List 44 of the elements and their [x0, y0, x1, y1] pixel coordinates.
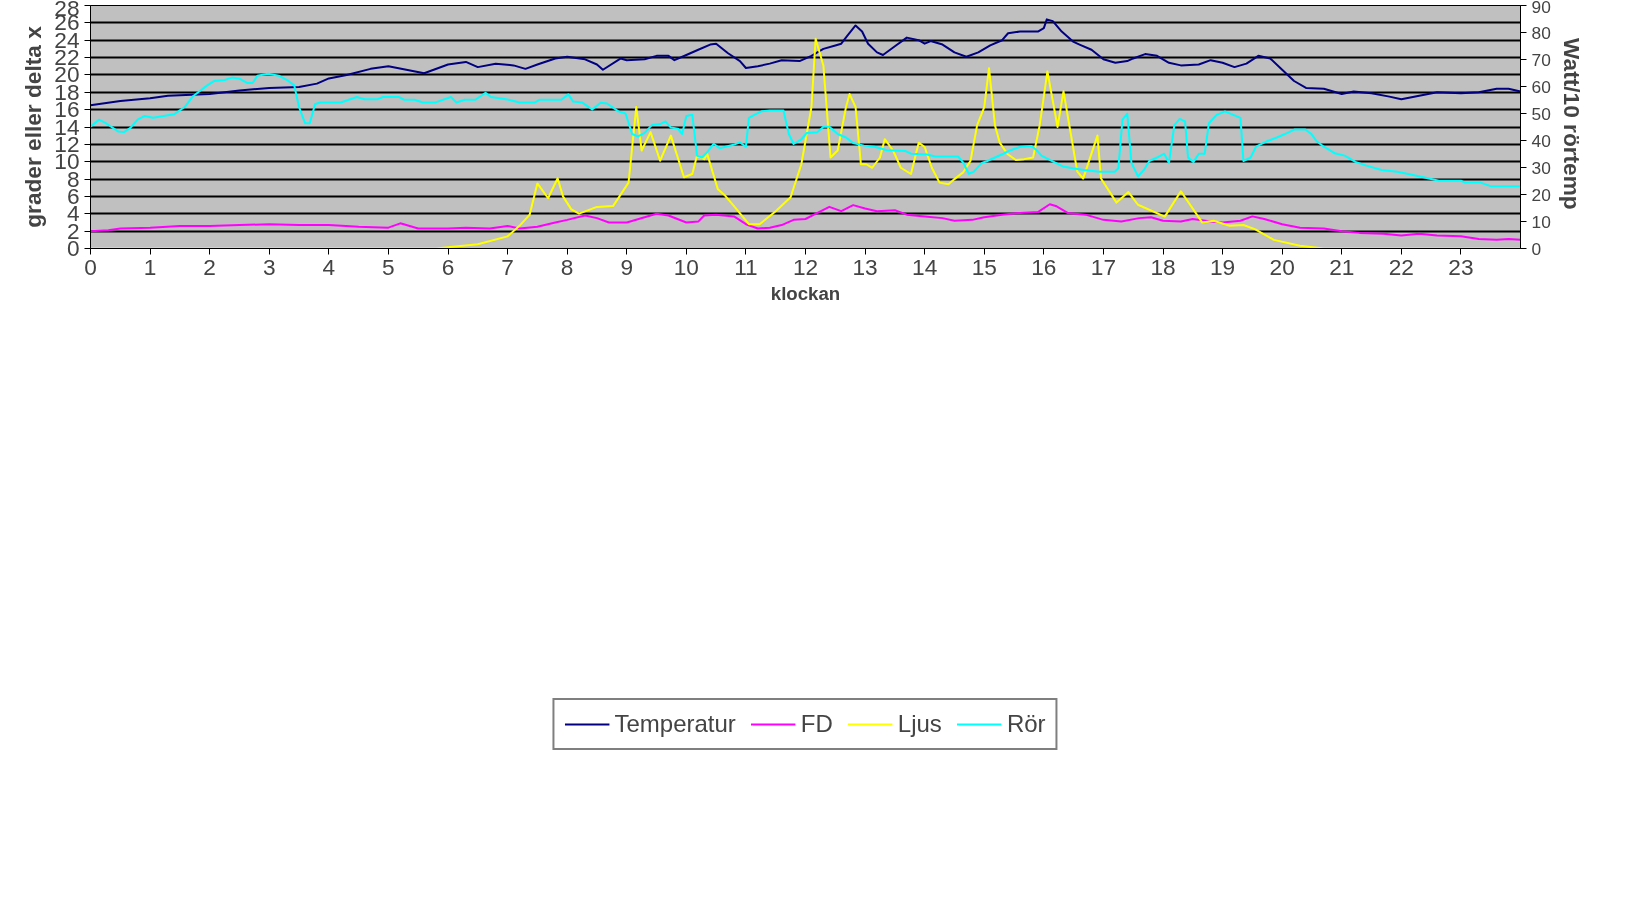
x-tick-label: 20 — [1269, 253, 1295, 280]
x-tick-label: 17 — [1090, 253, 1117, 280]
x-tick-label: 15 — [971, 253, 997, 280]
x-tick-label: 9 — [620, 253, 634, 280]
x-axis-title: klockan — [770, 282, 841, 304]
x-tick-label: 4 — [322, 253, 336, 280]
x-tick-label: 8 — [560, 253, 574, 280]
line-series — [90, 203, 1521, 241]
x-tick-label: 1 — [143, 253, 157, 280]
y2-tick-label: 90 — [1531, 0, 1551, 17]
x-tick-label: 10 — [673, 253, 699, 280]
x-tick-label: 13 — [852, 253, 878, 280]
x-tick-label: 3 — [262, 253, 276, 280]
y2-tick-label: 20 — [1531, 184, 1551, 205]
x-tick-label: 22 — [1388, 253, 1414, 280]
x-tick-label: 11 — [734, 253, 758, 280]
legend-label: Rör — [1006, 709, 1046, 738]
legend-label: FD — [800, 709, 833, 738]
y-axis-title: grader eller delta x — [20, 25, 47, 228]
x-tick-label: 5 — [382, 253, 395, 280]
y2-tick-label: 60 — [1531, 76, 1551, 97]
line-series — [90, 72, 1521, 188]
y2-tick-label: 70 — [1531, 49, 1551, 70]
y2-axis-title: Watt/10 rörtemp — [1558, 38, 1585, 210]
x-tick-label: 16 — [1031, 253, 1057, 280]
y2-tick-label: 10 — [1531, 211, 1551, 232]
x-tick-label: 19 — [1209, 253, 1236, 280]
y2-tick-label: 50 — [1531, 103, 1551, 124]
x-tick-label: 21 — [1329, 253, 1355, 280]
x-tick-label: 14 — [912, 253, 938, 280]
x-tick-label: 6 — [441, 253, 455, 280]
x-tick-label: 7 — [501, 253, 514, 280]
x-tick-label: 12 — [792, 253, 819, 280]
x-tick-label: 0 — [84, 253, 97, 280]
legend-label: Temperatur — [614, 709, 736, 738]
x-tick-label: 18 — [1150, 253, 1176, 280]
y2-tick-label: 30 — [1531, 157, 1551, 178]
y2-tick-label: 0 — [1531, 238, 1542, 259]
line-series — [90, 18, 1521, 107]
x-tick-label: 2 — [203, 253, 216, 280]
y2-tick-label: 40 — [1531, 130, 1551, 151]
legend-label: Ljus — [897, 709, 942, 738]
y2-tick-label: 80 — [1531, 22, 1551, 43]
x-tick-label: 23 — [1448, 253, 1474, 280]
